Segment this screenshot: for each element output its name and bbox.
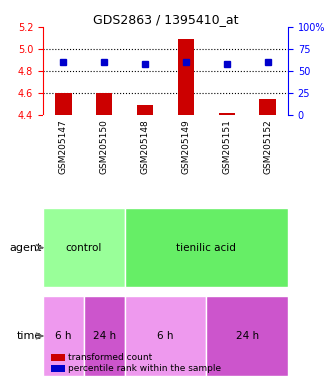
Title: GDS2863 / 1395410_at: GDS2863 / 1395410_at	[93, 13, 238, 26]
Bar	[55, 93, 71, 115]
Bar	[137, 105, 153, 115]
Text: GSM205152: GSM205152	[263, 120, 272, 174]
FancyBboxPatch shape	[125, 296, 206, 376]
FancyBboxPatch shape	[43, 208, 125, 287]
Text: percentile rank within the sample: percentile rank within the sample	[68, 364, 221, 373]
Bar	[218, 113, 235, 115]
Text: 6 h: 6 h	[157, 331, 174, 341]
FancyBboxPatch shape	[84, 296, 125, 376]
Text: 24 h: 24 h	[93, 331, 116, 341]
Text: transformed count: transformed count	[68, 353, 152, 362]
Text: time: time	[17, 331, 42, 341]
Text: GSM205150: GSM205150	[100, 120, 109, 174]
FancyBboxPatch shape	[206, 296, 288, 376]
FancyBboxPatch shape	[43, 296, 84, 376]
Text: 24 h: 24 h	[236, 331, 259, 341]
Bar	[260, 99, 276, 115]
Text: GSM205147: GSM205147	[59, 120, 68, 174]
Text: GSM205148: GSM205148	[141, 120, 150, 174]
Bar	[178, 39, 194, 115]
Text: control: control	[66, 243, 102, 253]
Text: agent: agent	[10, 243, 42, 253]
Text: GSM205151: GSM205151	[222, 120, 231, 174]
Text: 6 h: 6 h	[55, 331, 72, 341]
Bar	[96, 93, 113, 115]
Text: tienilic acid: tienilic acid	[176, 243, 236, 253]
FancyBboxPatch shape	[125, 208, 288, 287]
Text: GSM205149: GSM205149	[181, 120, 190, 174]
